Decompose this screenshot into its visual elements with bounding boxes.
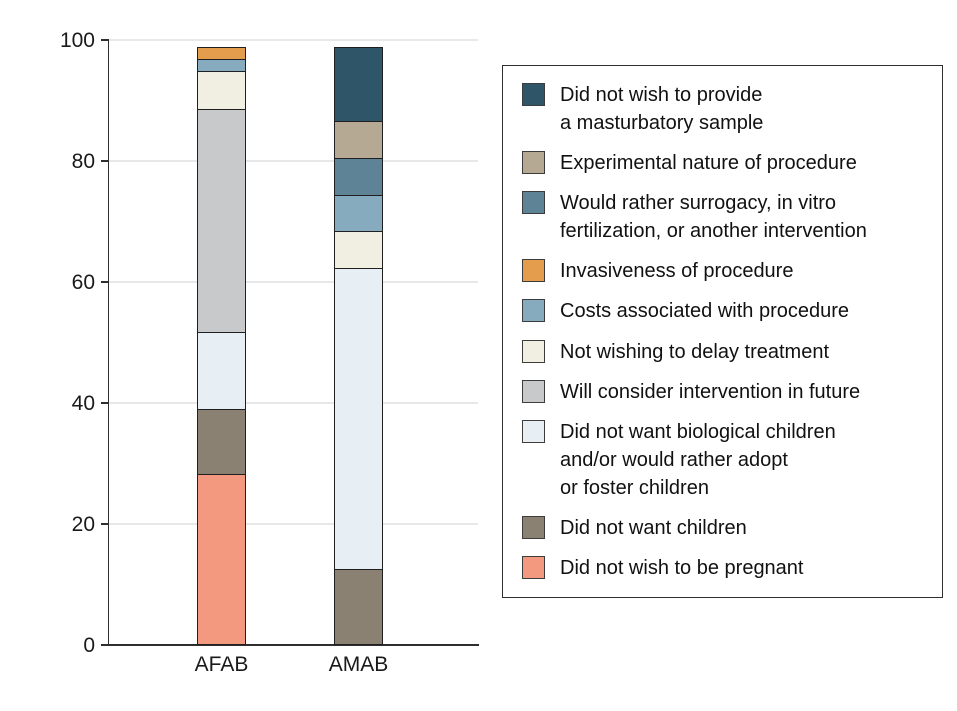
legend-label: Did not wish to provide a masturbatory sa… [560,84,764,134]
gridline [109,523,478,525]
y-tick-label: 0 [83,633,95,657]
bar-segment [334,569,383,645]
x-tick-label: AFAB [194,653,249,676]
bar-segment [334,231,383,270]
y-tick [101,523,109,525]
legend-label: Invasiveness of procedure [560,260,794,283]
bar-segment [197,331,246,411]
bar-afab [197,40,246,645]
y-tick [101,644,109,646]
y-tick [101,160,109,162]
x-tick-label: AMAB [328,653,389,676]
bar-segment [197,473,246,645]
legend-item: Did not wish to be pregnant [517,554,928,582]
bar-segment [334,267,383,571]
gridline [109,160,478,162]
y-tick-label: 100 [59,28,95,52]
legend-item: Will consider intervention in future [517,378,928,406]
y-tick [101,281,109,283]
gridline [109,281,478,283]
x-axis-line [103,644,479,646]
legend-item: Costs associated with procedure [517,297,928,325]
bar-amab [334,40,383,645]
gridline [109,402,478,404]
legend-label: Not wishing to delay treatment [560,340,830,363]
legend-item: Experimental nature of procedure [517,149,928,177]
y-tick-label: 40 [71,391,95,415]
legend-label: Did not wish to be pregnant [560,556,804,579]
legend-swatch [522,379,545,403]
legend-swatch [522,299,545,323]
legend-item: Did not want children [517,514,928,542]
y-tick-label: 80 [71,149,95,173]
legend-item: Did not wish to provide a masturbatory sa… [517,81,928,137]
gridline [109,39,478,41]
legend-item: Not wishing to delay treatment [517,338,928,366]
y-tick-label: 60 [71,270,95,294]
bar-segment [197,109,246,333]
legend-swatch [522,83,545,106]
bar-segment [197,409,246,476]
legend-item: Would rather surrogacy, in vitro fertiliz… [517,189,928,245]
legend: Did not wish to provide a masturbatory sa… [502,65,943,598]
y-tick [101,402,109,404]
plot-area: 0 20 40 60 80 100 AFAB AMAB [60,30,478,676]
legend-label: Experimental nature of procedure [560,152,857,175]
legend-swatch [522,419,545,443]
legend-label: Did not want biological children and/or w… [560,420,836,499]
legend-swatch [522,191,545,215]
legend-swatch [522,259,545,283]
legend-item: Invasiveness of procedure [517,257,928,285]
legend-item: Did not want biological children and/or w… [517,418,928,502]
legend-label: Would rather surrogacy, in vitro fertiliz… [560,192,867,243]
legend-label: Will consider intervention in future [560,380,861,403]
bar-segment [334,121,383,159]
y-axis-line [107,40,110,645]
bar-segment [197,71,246,111]
y-tick [101,39,109,41]
bar-segment [334,194,383,233]
y-tick-label: 20 [71,512,95,536]
legend-swatch [522,151,545,175]
legend-swatch [522,515,545,539]
bar-segment [334,46,383,123]
legend-swatch [522,555,545,579]
bar-segment [334,157,383,196]
legend-swatch [522,339,545,363]
legend-label: Costs associated with procedure [560,300,850,323]
legend-label: Did not want children [560,516,747,539]
